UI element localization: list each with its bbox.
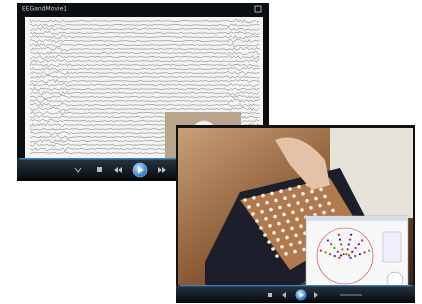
electrode (282, 213, 286, 217)
electrode (263, 233, 267, 237)
head-electrode (342, 253, 344, 255)
head-electrode (334, 255, 336, 257)
head-electrode (337, 251, 339, 253)
screenshot: EEGandMovie1 (0, 0, 422, 304)
electrode (264, 217, 268, 221)
electrode (281, 229, 285, 233)
electrode (259, 226, 263, 230)
electrode (323, 195, 327, 199)
electrode (261, 194, 265, 198)
head-electrode (354, 247, 356, 249)
electrode (310, 190, 314, 194)
electrode (243, 198, 247, 202)
electrode (289, 243, 293, 247)
head-electrode (339, 239, 341, 241)
head-electrode (348, 254, 350, 256)
electrode (322, 211, 326, 215)
electrode (305, 199, 309, 203)
electrode (288, 187, 292, 191)
electrode (260, 210, 264, 214)
electrode (299, 224, 303, 228)
electrode (302, 248, 306, 252)
head-electrode (338, 234, 340, 236)
seek-bar[interactable] (180, 285, 412, 286)
electrode (269, 208, 273, 212)
electrode (287, 203, 291, 207)
electrode (255, 219, 259, 223)
head-electrode (347, 248, 349, 250)
electrode (251, 212, 255, 216)
head-electrode (351, 251, 353, 253)
window-title: EEGandMovie1 (22, 6, 67, 13)
head-electrode (338, 257, 340, 259)
electrode (277, 222, 281, 226)
page: EEGandMovie1 (0, 0, 422, 304)
head-electrode (358, 243, 360, 245)
electrode (294, 234, 298, 238)
electrode (252, 196, 256, 200)
stop-button[interactable] (97, 167, 102, 172)
inset-titlebar (306, 216, 408, 221)
electrode (318, 204, 322, 208)
electrode (283, 196, 287, 200)
stop-button[interactable] (268, 293, 272, 297)
electrode (272, 231, 276, 235)
electrode (301, 192, 305, 196)
electrode (276, 238, 280, 242)
head-electrode (327, 239, 329, 241)
electrode (270, 192, 274, 196)
head-electrode (320, 249, 322, 251)
electrode (292, 194, 296, 198)
electrode (298, 241, 302, 245)
control-bar (176, 285, 415, 303)
head-electrode (361, 239, 363, 241)
electrode (274, 199, 278, 203)
electrode (256, 203, 260, 207)
head-electrode (354, 255, 356, 257)
electrode (284, 252, 288, 256)
head-electrode (324, 251, 326, 253)
electrode (268, 224, 272, 228)
head-electrode (330, 243, 332, 245)
electrode (290, 227, 294, 231)
player-window-2 (176, 125, 415, 303)
head-electrode (349, 257, 351, 259)
volume-slider[interactable] (340, 294, 362, 296)
electrode (296, 201, 300, 205)
electrode (300, 208, 304, 212)
head-electrode (363, 251, 365, 253)
head-electrode (329, 253, 331, 255)
electrode (327, 202, 331, 206)
head-electrode (350, 234, 352, 236)
electrode (309, 206, 313, 210)
head-electrode (368, 249, 370, 251)
head-electrode (340, 243, 342, 245)
electrode (286, 220, 290, 224)
electrode (297, 185, 301, 189)
electrode (278, 206, 282, 210)
head-electrode (349, 239, 351, 241)
electrode (293, 250, 297, 254)
electrode (275, 254, 279, 258)
electrode (271, 247, 275, 251)
color-scale (383, 232, 401, 262)
head-electrode (359, 253, 361, 255)
electrode (267, 240, 271, 244)
electrode (295, 217, 299, 221)
electrode (273, 215, 277, 219)
electrode (265, 201, 269, 205)
electrode (331, 209, 335, 213)
electrode (279, 189, 283, 193)
head-electrode (345, 253, 347, 255)
electrode (314, 197, 318, 201)
electrode (319, 188, 323, 192)
electrode (291, 210, 295, 214)
head-electrode (340, 254, 342, 256)
head-electrode (341, 248, 343, 250)
head-electrode (348, 243, 350, 245)
electrode (247, 205, 251, 209)
head-electrode (333, 247, 335, 249)
electrode (285, 236, 289, 240)
electrode (280, 245, 284, 249)
